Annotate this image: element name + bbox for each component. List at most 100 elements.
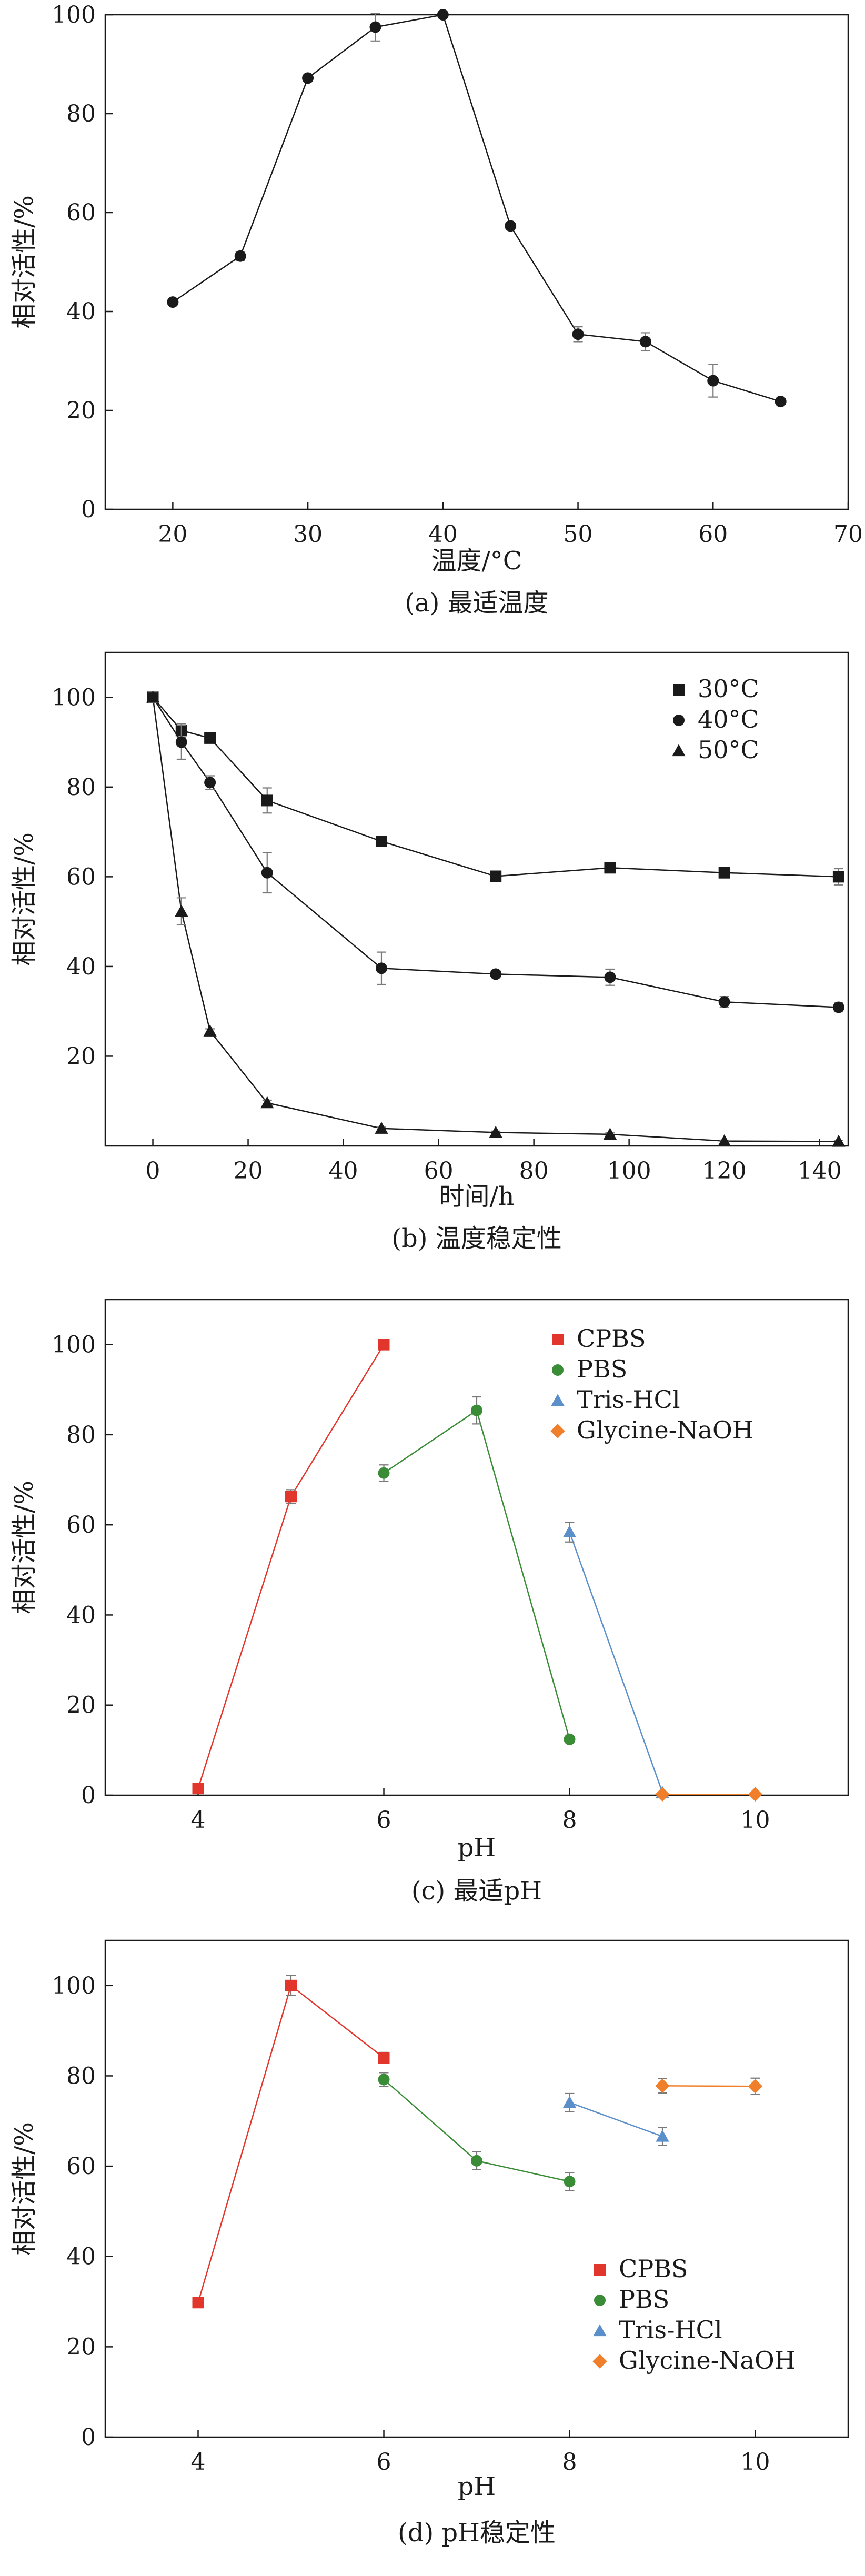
data-point [490, 968, 502, 980]
legend-entry-label: CPBS [619, 2255, 688, 2283]
y-tick-label: 80 [66, 100, 96, 127]
data-point [656, 2129, 669, 2142]
y-tick-label: 40 [66, 1602, 96, 1628]
data-point [471, 2155, 482, 2167]
plot-frame [104, 14, 849, 510]
x-tick-label: 4 [191, 1807, 206, 1834]
y-axis-label: 相对活性/% [9, 195, 39, 329]
series-cpbs [192, 1975, 390, 2309]
data-point [718, 1134, 731, 1146]
y-tick-label: 40 [66, 953, 96, 980]
x-tick-label: 6 [377, 2449, 391, 2476]
data-point [718, 996, 730, 1008]
data-point [832, 1001, 844, 1013]
data-point [261, 794, 273, 807]
chart-panel-2: 0 20 40 60 80 100 120 140 20 40 60 80 100 时间/h 相对活性/% (… [9, 651, 849, 1253]
y-tick-label: 60 [66, 2153, 96, 2180]
x-tick-label: 30 [293, 521, 323, 548]
legend-marker [593, 2324, 607, 2337]
chart-panel-1: 20 30 40 50 60 70 0 20 40 60 80 100 温度/°C 相对活性/% (a) 最… [9, 2, 863, 618]
data-point [234, 250, 246, 262]
series-line [569, 2101, 663, 2137]
legend-marker [551, 1394, 565, 1406]
data-point [748, 2079, 763, 2094]
x-tick-label: 8 [562, 1807, 577, 1834]
legend-entry-label: PBS [577, 1355, 627, 1383]
y-tick-label: 60 [66, 863, 96, 890]
y-tick-label: 60 [66, 1512, 96, 1538]
series-glycine-naoh [655, 1787, 763, 1802]
data-point [564, 2176, 576, 2188]
y-tick-label: 20 [66, 397, 96, 424]
x-axis-label: 温度/°C [431, 546, 522, 576]
data-point [604, 862, 616, 874]
x-tick-label: 140 [798, 1158, 842, 1184]
y-tick-label: 20 [66, 1692, 96, 1719]
data-point [718, 867, 730, 879]
y-tick-label: 80 [66, 2062, 96, 2089]
legend-marker [594, 2264, 606, 2276]
x-tick-label: 120 [702, 1158, 747, 1184]
data-point [192, 2297, 204, 2309]
data-point [562, 1525, 577, 1538]
y-tick-label: 100 [52, 1332, 96, 1359]
data-point [564, 1733, 576, 1745]
legend-entry-label: Tris-HCl [577, 1385, 680, 1414]
data-point [604, 971, 616, 983]
data-point [655, 1787, 670, 1802]
data-point [375, 1122, 388, 1134]
data-point [707, 375, 719, 387]
data-point [655, 2078, 670, 2094]
legend-marker [673, 684, 685, 696]
x-axis-label: 时间/h [439, 1182, 514, 1211]
legend-marker [673, 715, 685, 726]
data-point [490, 870, 502, 882]
y-tick-label: 20 [66, 2333, 96, 2360]
data-point [369, 21, 381, 33]
data-point [505, 220, 517, 232]
legend-marker [550, 1424, 565, 1438]
x-tick-label: 80 [519, 1158, 549, 1184]
x-tick-label: 10 [741, 1807, 770, 1834]
data-point [832, 1134, 846, 1147]
series-tris-hcl [562, 2092, 669, 2146]
y-tick-label: 100 [52, 684, 96, 711]
panel-caption: (d) pH稳定性 [398, 2518, 556, 2548]
series-line [569, 1532, 663, 1793]
data-point [378, 1339, 390, 1351]
x-tick-label: 100 [607, 1158, 651, 1184]
data-point [260, 1096, 274, 1109]
data-point [832, 871, 844, 883]
legend: 30°C40°C 50°C [672, 675, 759, 764]
series-50-c [146, 690, 846, 1147]
data-point [175, 904, 188, 917]
series-tris-hcl [562, 1521, 669, 1798]
series-1 [167, 9, 787, 408]
data-point [748, 1787, 763, 1802]
data-point [639, 336, 651, 348]
series-line [197, 1984, 385, 2303]
x-tick-label: 60 [424, 1158, 454, 1184]
data-point [204, 732, 216, 744]
data-point [437, 9, 449, 21]
legend-entry-label: 30°C [698, 675, 759, 703]
y-tick-label: 20 [66, 1043, 96, 1070]
legend-marker [594, 2295, 606, 2306]
series-line [172, 14, 781, 402]
data-point [489, 1125, 502, 1138]
plot-frame [104, 1299, 849, 1796]
plot-frame [104, 651, 849, 1147]
x-tick-label: 4 [191, 2449, 206, 2476]
legend-entry-label: Glycine-NaOH [619, 2346, 796, 2374]
y-tick-label: 0 [81, 496, 96, 523]
series-pbs [378, 1396, 576, 1745]
legend-entry-label: CPBS [577, 1324, 646, 1353]
y-tick-label: 100 [52, 2, 96, 28]
panel-caption: (a) 最适温度 [405, 588, 548, 618]
data-point [378, 2052, 390, 2064]
y-tick-label: 0 [81, 2424, 96, 2451]
data-point [285, 1491, 297, 1503]
y-tick-label: 100 [52, 1973, 96, 1999]
x-tick-label: 40 [329, 1158, 358, 1184]
